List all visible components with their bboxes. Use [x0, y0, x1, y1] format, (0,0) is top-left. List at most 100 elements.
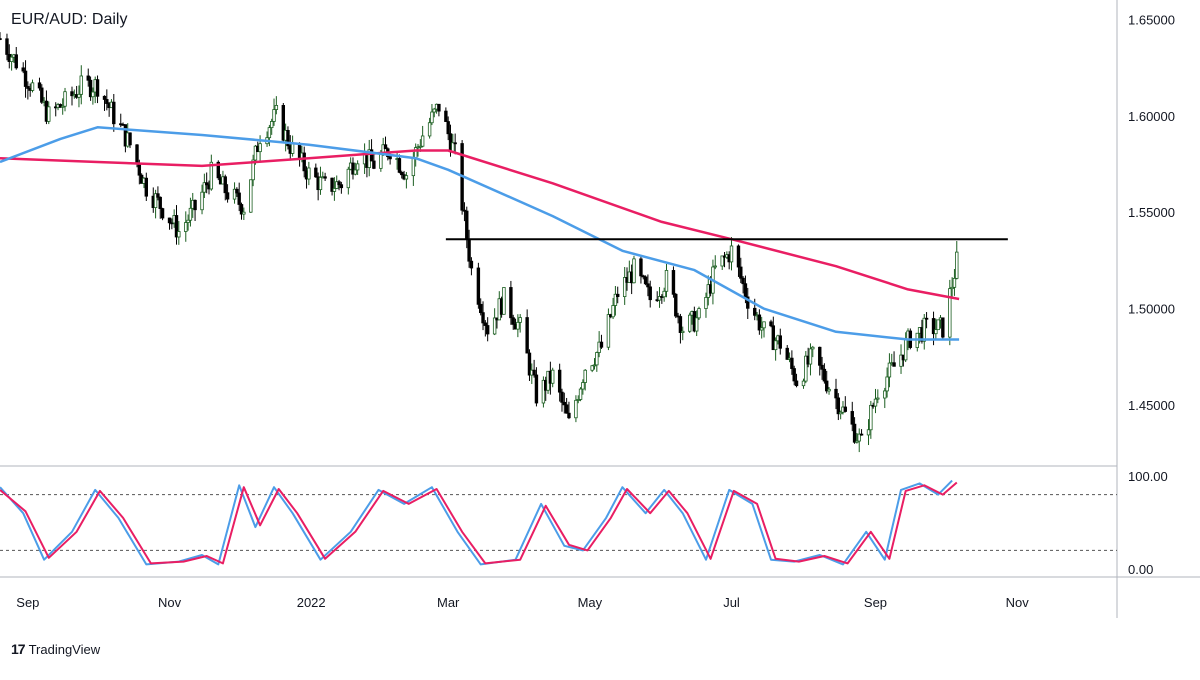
candle-up: [887, 362, 892, 378]
moving-average-slow: [0, 149, 960, 301]
candle-down: [467, 238, 471, 262]
candle-down: [746, 296, 750, 309]
candle-down: [674, 293, 678, 317]
candle-down: [648, 286, 652, 301]
candle-down: [739, 266, 743, 279]
candle-up: [681, 330, 685, 333]
candle-down: [843, 406, 847, 412]
candle-down: [21, 67, 25, 72]
candle-up: [335, 181, 339, 189]
candle-down: [160, 208, 165, 219]
candle-down: [5, 38, 9, 55]
candle-up: [873, 398, 878, 407]
candle-up: [801, 380, 806, 387]
candle-up: [664, 270, 669, 292]
candle-down: [822, 368, 827, 382]
candle-up: [808, 348, 813, 365]
candle-up: [253, 145, 258, 161]
price-tick-label: 1.60000: [1128, 109, 1175, 124]
candle-down: [599, 341, 604, 348]
candle-down: [128, 132, 132, 146]
candle-up: [704, 297, 708, 309]
candle-down: [339, 184, 344, 189]
candle-down: [383, 144, 388, 150]
candle-up: [583, 369, 587, 383]
candle-up: [827, 388, 831, 392]
candle-down: [820, 364, 824, 370]
time-tick-label: 2022: [297, 595, 326, 610]
candle-up: [186, 219, 190, 223]
candle-down: [369, 149, 374, 162]
candle-down: [481, 312, 485, 324]
candle-up: [346, 168, 351, 189]
candle-down: [204, 182, 209, 186]
candle-up: [550, 369, 555, 384]
candle-down: [792, 368, 796, 382]
candle-up: [200, 191, 204, 211]
candle-up: [576, 399, 580, 401]
candle-up: [950, 286, 954, 290]
candle-up: [936, 319, 940, 331]
candle-down: [14, 54, 18, 69]
candle-up: [590, 365, 594, 371]
candle-up: [866, 429, 871, 436]
tradingview-logo-icon: 17: [11, 641, 26, 657]
candle-down: [790, 357, 794, 369]
candle-up: [729, 245, 734, 263]
candle-down: [40, 87, 44, 103]
candle-down: [135, 144, 139, 164]
candle-down: [400, 171, 404, 176]
candle-down: [859, 433, 864, 436]
candle-down: [302, 152, 306, 172]
candle-down: [562, 401, 567, 406]
candle-up: [232, 188, 237, 200]
candle-down: [88, 79, 93, 98]
price-tick-label: 1.65000: [1128, 12, 1175, 27]
candle-up: [251, 159, 255, 181]
candle-down: [137, 162, 142, 176]
price-tick-label: 1.45000: [1128, 398, 1175, 413]
candle-up: [430, 111, 434, 124]
candle-down: [112, 101, 116, 125]
candle-down: [95, 79, 100, 97]
candle-up: [61, 105, 65, 108]
candle-up: [274, 105, 279, 110]
candle-up: [899, 354, 903, 367]
candle-up: [804, 355, 808, 382]
candle-down: [616, 293, 620, 297]
candle-up: [258, 143, 262, 153]
candle-down: [771, 325, 776, 351]
candle-down: [527, 352, 532, 376]
candle-down: [314, 167, 318, 178]
moving-average-fast: [0, 126, 960, 341]
candle-up: [934, 329, 938, 335]
stochastic-d-line: [0, 481, 958, 565]
candle-up: [720, 255, 724, 267]
candle-up: [202, 182, 207, 193]
candle-down: [741, 277, 745, 285]
tradingview-brand[interactable]: 17 TradingView: [11, 641, 100, 657]
candle-up: [432, 108, 436, 113]
time-tick-label: Sep: [16, 595, 39, 610]
candle-up: [242, 211, 246, 215]
candle-up: [502, 287, 506, 315]
candle-down: [485, 325, 490, 335]
chart-title: EUR/AUD: Daily: [11, 11, 128, 28]
candle-down: [509, 287, 513, 319]
candle-up: [952, 277, 957, 288]
candle-down: [646, 283, 650, 288]
candle-up: [9, 56, 14, 62]
candle-up: [355, 163, 360, 171]
candle-up: [47, 106, 51, 122]
price-tick-label: 1.55000: [1128, 205, 1175, 220]
osc-tick-label: 100.00: [1128, 469, 1168, 484]
candle-up: [855, 440, 859, 443]
candle-down: [144, 177, 149, 197]
candle-down: [37, 82, 42, 89]
candle-up: [903, 339, 908, 361]
candle-down: [560, 391, 564, 403]
candle-up: [270, 121, 274, 129]
candle-up: [838, 411, 843, 415]
candle-down: [86, 75, 90, 81]
